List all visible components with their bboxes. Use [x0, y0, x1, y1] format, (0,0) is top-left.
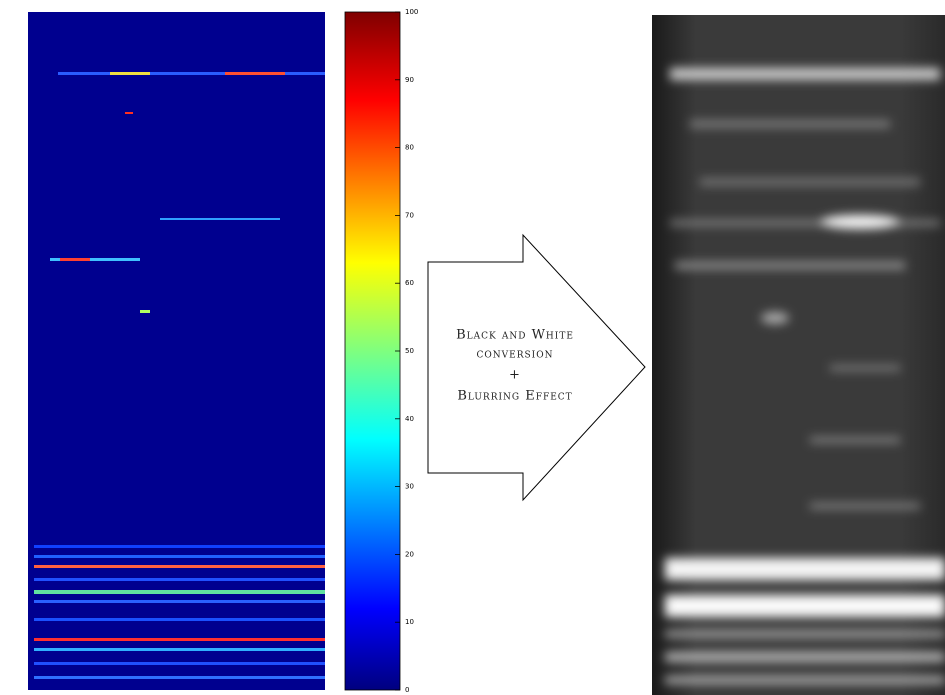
- arrow-text-line: conversion: [477, 347, 554, 362]
- blurred-image: [652, 15, 945, 695]
- tick-label: 20: [405, 550, 414, 558]
- arrow: [427, 233, 646, 502]
- tick-label: 50: [405, 347, 414, 355]
- colorbar-ticks: 0 10 20 30 40 50 60 70 80 90 100: [395, 8, 418, 694]
- heatmap: [28, 12, 325, 690]
- arrow-text-line: +: [509, 368, 521, 383]
- tick-label: 0: [405, 686, 409, 694]
- tick-label: 90: [405, 76, 414, 84]
- arrow-label: Black and White conversion + Blurring Effec…: [456, 328, 574, 404]
- tick-label: 10: [405, 618, 414, 626]
- tick-label: 70: [405, 211, 414, 219]
- tick-label: 80: [405, 144, 414, 152]
- colorbar: [344, 11, 401, 691]
- arrow-text-line: Black and White: [456, 328, 574, 343]
- tick-label: 40: [405, 415, 414, 423]
- tick-label: 60: [405, 279, 414, 287]
- tick-label: 100: [405, 8, 418, 16]
- tick-label: 30: [405, 483, 414, 491]
- arrow-text-line: Blurring Effect: [457, 389, 572, 404]
